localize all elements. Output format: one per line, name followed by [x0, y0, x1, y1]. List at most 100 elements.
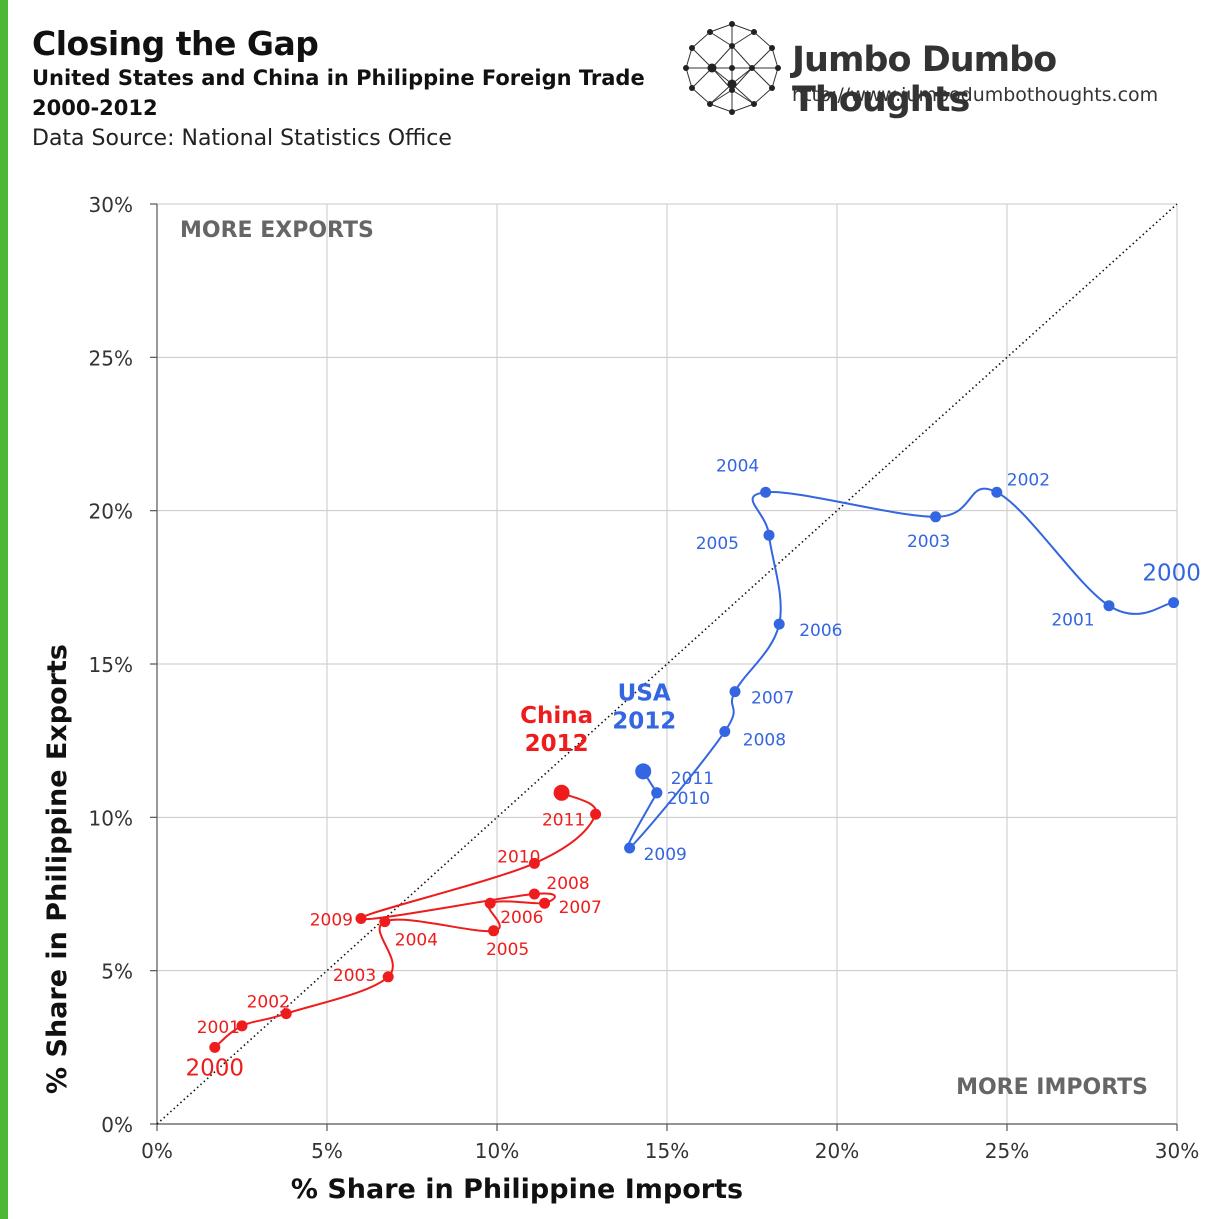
- data-point: [236, 1020, 248, 1032]
- data-point: [719, 725, 731, 737]
- logo-link: [731, 103, 755, 113]
- data-point: [280, 1008, 292, 1020]
- data-label: 2011: [671, 769, 714, 789]
- logo-link: [691, 87, 711, 105]
- data-point: [355, 913, 367, 925]
- data-point: [379, 916, 391, 928]
- logo-link: [751, 67, 773, 89]
- brand-name: Jumbo Dumbo Thoughts: [792, 40, 1057, 120]
- data-label: 2006: [799, 621, 842, 641]
- data-label: 2008: [743, 730, 786, 750]
- data-point: [209, 1041, 221, 1053]
- data-label: 2010: [497, 847, 540, 867]
- logo-link: [771, 47, 779, 69]
- series-end-label: 2012: [612, 708, 676, 734]
- series-end-label: USA: [618, 680, 671, 706]
- y-tick-label: 15%: [89, 653, 133, 677]
- series-china: 2000 2001 2002 2003 2004 2005 2006 2007 2008 2009…: [186, 703, 602, 1082]
- data-label: 2006: [500, 908, 543, 928]
- chart-title: Closing the Gap: [32, 24, 319, 63]
- chart-subtitle: United States and China in Philippine Fo…: [32, 66, 645, 90]
- data-point: [382, 971, 394, 983]
- data-label: 2008: [546, 874, 589, 894]
- x-axis-label: % Share in Philippine Imports: [291, 1174, 743, 1205]
- data-point: [528, 857, 540, 869]
- data-label: 2000: [186, 1055, 245, 1081]
- logo-link: [731, 23, 755, 33]
- network-dots-logo-icon: [683, 21, 781, 115]
- data-label: 2001: [197, 1018, 240, 1038]
- y-tick-label: 10%: [89, 806, 133, 830]
- data-point: [760, 486, 772, 498]
- logo-link: [685, 67, 693, 89]
- y-tick-label: 25%: [89, 346, 133, 370]
- series-end-label: 2012: [525, 731, 589, 757]
- logo-link: [691, 31, 711, 49]
- logo-link: [731, 45, 753, 69]
- data-point: [763, 529, 775, 541]
- logo-dot: [729, 109, 735, 115]
- series-usa: 2000 2001 2002 2003 2004 2005 2006 2007 2008 2009…: [612, 456, 1201, 865]
- logo-dot: [707, 63, 717, 73]
- brand-url[interactable]: http://www.jumbodumbothoughts.com: [792, 84, 1159, 106]
- data-label: 2002: [247, 993, 290, 1013]
- y-tick-label: 30%: [89, 193, 133, 217]
- logo-dot: [707, 101, 713, 107]
- data-point: [991, 486, 1003, 498]
- data-label: 2003: [907, 532, 950, 552]
- logo-link: [771, 67, 779, 89]
- data-label: 2002: [1007, 470, 1050, 490]
- logo-dot: [689, 45, 695, 51]
- logo-link: [709, 89, 733, 105]
- logo-link: [691, 47, 713, 69]
- data-label: 2007: [559, 898, 602, 918]
- x-tick-label: 20%: [815, 1139, 859, 1163]
- data-source: Data Source: National Statistics Office: [32, 126, 452, 151]
- data-point: [528, 888, 540, 900]
- logo-link: [709, 83, 733, 105]
- logo-dot: [775, 65, 781, 71]
- logo-dot: [729, 21, 735, 27]
- data-point: [553, 784, 570, 801]
- data-label: 2009: [310, 911, 353, 931]
- data-point: [651, 787, 663, 799]
- data-point: [488, 925, 500, 937]
- logo-network: [683, 21, 781, 115]
- series-end-label: China: [520, 703, 593, 729]
- y-tick-label: 20%: [89, 500, 133, 524]
- logo-dot: [751, 29, 757, 35]
- logo-link: [709, 23, 733, 33]
- data-point: [773, 618, 785, 630]
- data-label: 2004: [716, 456, 759, 476]
- logo-link: [731, 31, 755, 47]
- logo-link: [751, 47, 773, 69]
- x-tick-label: 0%: [141, 1139, 173, 1163]
- data-label: 2005: [486, 940, 529, 960]
- data-label: 2003: [333, 966, 376, 986]
- data-point: [729, 686, 741, 698]
- logo-link: [753, 31, 773, 49]
- x-tick-label: 30%: [1155, 1139, 1199, 1163]
- logo-dot: [727, 79, 737, 89]
- accent-bar: [0, 0, 8, 1219]
- data-label: 2000: [1142, 561, 1201, 587]
- chart-date-range: 2000-2012: [32, 96, 158, 120]
- logo-link: [685, 47, 693, 69]
- logo-link: [731, 83, 755, 105]
- logo-dot: [683, 65, 689, 71]
- logo-link: [711, 45, 733, 69]
- logo-dot: [751, 101, 757, 107]
- data-point: [1103, 600, 1115, 612]
- data-label: 2010: [667, 789, 710, 809]
- logo-link: [709, 103, 733, 113]
- data-label: 2001: [1051, 611, 1094, 631]
- series-line-china: [214, 791, 597, 1049]
- logo-dot: [729, 43, 735, 49]
- logo-link: [731, 89, 755, 105]
- data-label: 2009: [644, 845, 687, 865]
- more-imports-label: MORE IMPORTS: [956, 1075, 1148, 1100]
- y-axis-label: % Share in Philippine Exports: [42, 644, 73, 1094]
- logo-dot: [729, 87, 735, 93]
- data-label: 2005: [696, 534, 739, 554]
- logo-link: [709, 31, 733, 47]
